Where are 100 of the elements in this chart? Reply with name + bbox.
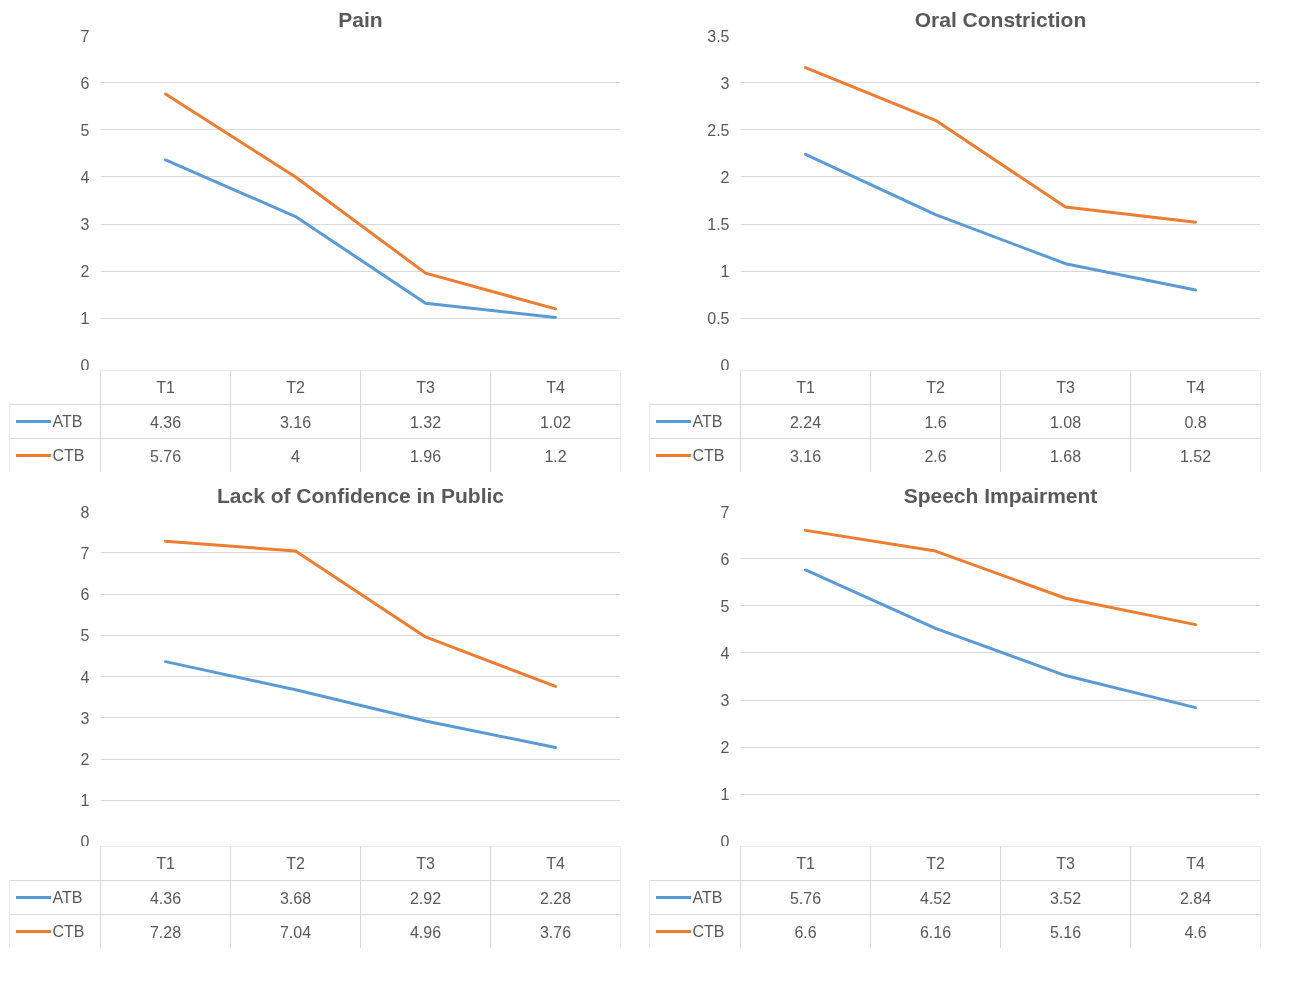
- data-label: 2.28: [539, 889, 572, 907]
- x-tick-label: T1: [156, 379, 175, 396]
- data-label: 4: [291, 447, 301, 465]
- legend-label: ATB: [52, 413, 83, 430]
- data-label: 3.52: [1049, 889, 1082, 907]
- y-tick-label: 4: [80, 668, 90, 686]
- chart-title: Oral Constriction: [914, 7, 1087, 31]
- y-tick-label: 5: [80, 121, 90, 139]
- y-tick-label: 3: [80, 709, 90, 727]
- legend-label: ATB: [692, 413, 723, 430]
- data-label: 4.52: [919, 889, 952, 907]
- line-series: [804, 152, 1197, 292]
- x-tick-label: T1: [796, 855, 815, 872]
- y-tick-label: 4: [720, 644, 730, 662]
- y-tick-label: 7: [80, 544, 90, 562]
- y-tick-label: 1: [80, 792, 90, 810]
- data-label: 6.16: [919, 923, 952, 941]
- y-tick-label: 0: [80, 832, 90, 850]
- data-label: 1.96: [409, 447, 442, 465]
- y-tick-label: 5: [80, 627, 90, 645]
- chart-title: Speech Impairment: [903, 483, 1098, 507]
- data-label: 2.6: [924, 447, 947, 465]
- legend-label: CTB: [692, 447, 725, 464]
- data-label: 1.32: [409, 413, 442, 431]
- y-tick-label: 3.5: [707, 27, 730, 45]
- legend-label: CTB: [52, 923, 85, 940]
- x-tick-label: T1: [796, 379, 815, 396]
- data-label: 1.02: [539, 413, 572, 431]
- data-label: 3.76: [539, 923, 572, 941]
- y-tick-label: 4: [80, 168, 90, 186]
- y-tick-label: 2: [80, 263, 90, 281]
- y-tick-label: 2: [720, 168, 730, 186]
- y-tick-label: 6: [80, 74, 90, 92]
- y-tick-label: 1: [80, 310, 90, 328]
- y-tick-label: 3: [720, 692, 730, 710]
- data-label: 7.04: [279, 923, 312, 941]
- data-label: 1.08: [1049, 413, 1082, 431]
- data-label: 5.16: [1049, 923, 1082, 941]
- data-label: 4.36: [149, 413, 182, 431]
- y-tick-label: 0.5: [707, 310, 730, 328]
- chart-title: Pain: [338, 7, 383, 31]
- data-label: 1.2: [544, 447, 567, 465]
- line-series: [164, 92, 557, 311]
- line-series: [164, 660, 557, 749]
- chart-title: Lack of Confidence in Public: [216, 483, 505, 507]
- y-tick-label: 8: [80, 503, 90, 521]
- y-tick-label: 7: [720, 503, 730, 521]
- data-label: 3.68: [279, 889, 312, 907]
- data-label: 2.84: [1179, 889, 1212, 907]
- x-tick-label: T4: [546, 379, 565, 396]
- y-tick-label: 0: [720, 832, 730, 850]
- data-label: 2.24: [789, 413, 822, 431]
- x-tick-label: T4: [546, 855, 565, 872]
- data-label: 7.28: [149, 923, 182, 941]
- y-tick-label: 2: [80, 751, 90, 768]
- y-tick-label: 6: [720, 550, 730, 568]
- x-tick-label: T2: [926, 379, 945, 396]
- y-tick-label: 0: [80, 356, 90, 374]
- x-tick-label: T3: [416, 855, 435, 872]
- legend-label: ATB: [692, 889, 723, 906]
- y-tick-label: 1.5: [707, 216, 730, 234]
- y-tick-label: 5: [720, 597, 730, 615]
- x-tick-label: T2: [286, 379, 305, 396]
- x-tick-label: T3: [416, 379, 435, 396]
- line-series: [804, 528, 1197, 627]
- data-label: 0.8: [1184, 413, 1207, 431]
- data-label: 2.92: [409, 889, 442, 907]
- data-label: 3.16: [789, 447, 822, 465]
- x-tick-label: T2: [286, 855, 305, 872]
- x-tick-label: T3: [1056, 379, 1075, 396]
- line-series: [164, 158, 557, 319]
- line-series: [164, 539, 557, 688]
- data-label: 4.6: [1184, 923, 1207, 941]
- data-label: 1.52: [1179, 447, 1212, 465]
- data-label: 6.6: [794, 923, 817, 941]
- legend-label: CTB: [692, 923, 725, 940]
- y-tick-label: 6: [80, 586, 90, 603]
- data-label: 1.6: [924, 413, 947, 431]
- data-label: 1.68: [1049, 447, 1082, 465]
- data-label: 5.76: [149, 447, 182, 465]
- y-tick-label: 7: [80, 27, 90, 45]
- y-tick-label: 3: [720, 74, 730, 92]
- y-tick-label: 3: [80, 216, 90, 234]
- data-label: 4.36: [149, 889, 182, 907]
- y-tick-label: 0: [720, 356, 730, 374]
- line-series: [804, 568, 1197, 710]
- y-tick-label: 2: [720, 739, 730, 757]
- data-label: 4.96: [409, 923, 442, 941]
- y-tick-label: 1: [720, 786, 730, 804]
- x-tick-label: T4: [1186, 379, 1205, 396]
- data-label: 3.16: [279, 413, 312, 431]
- legend-label: CTB: [52, 447, 85, 464]
- y-tick-label: 2.5: [707, 121, 730, 139]
- x-tick-label: T3: [1056, 855, 1075, 872]
- legend-label: ATB: [52, 889, 83, 906]
- x-tick-label: T1: [156, 855, 175, 872]
- line-series: [804, 66, 1197, 224]
- data-label: 5.76: [789, 889, 822, 907]
- x-tick-label: T4: [1186, 855, 1205, 872]
- x-tick-label: T2: [926, 855, 945, 872]
